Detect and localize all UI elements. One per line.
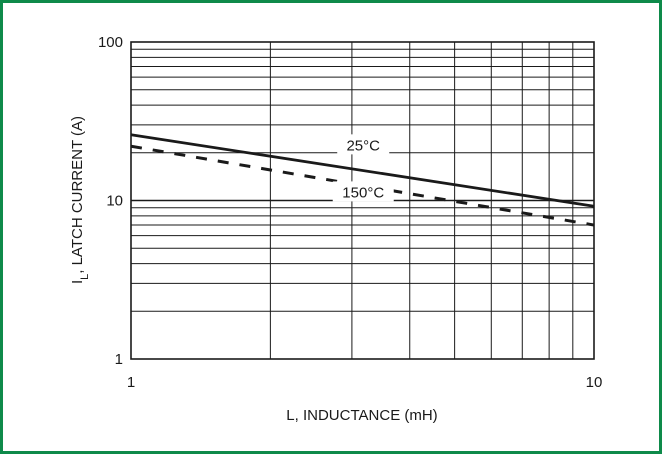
y-axis-title-main: I — [69, 280, 86, 284]
y-axis-title-subscript: L — [79, 274, 91, 280]
y-tick-label: 100 — [98, 34, 123, 51]
series-label-2: 150°C — [342, 184, 384, 201]
y-tick-label: 10 — [106, 193, 123, 210]
series-label-background — [332, 181, 394, 202]
series-layer: 25°C 150°C — [130, 133, 595, 227]
x-axis-title: L, INDUCTANCE (mH) — [286, 407, 437, 424]
x-tick-label: 1 — [127, 374, 135, 391]
series-line-1 — [130, 133, 595, 208]
y-axis-title-rest: , LATCH CURRENT (A) — [69, 116, 86, 274]
plot-area — [130, 41, 595, 360]
y-tick-label: 1 — [115, 351, 123, 368]
x-tick-label: 10 — [586, 374, 603, 391]
tick-labels: 1 10 1 10 100 — [98, 34, 602, 391]
y-axis-title: IL, LATCH CURRENT (A) — [69, 116, 91, 284]
series-label-1: 25°C — [346, 137, 380, 154]
series-label-background — [337, 134, 390, 155]
